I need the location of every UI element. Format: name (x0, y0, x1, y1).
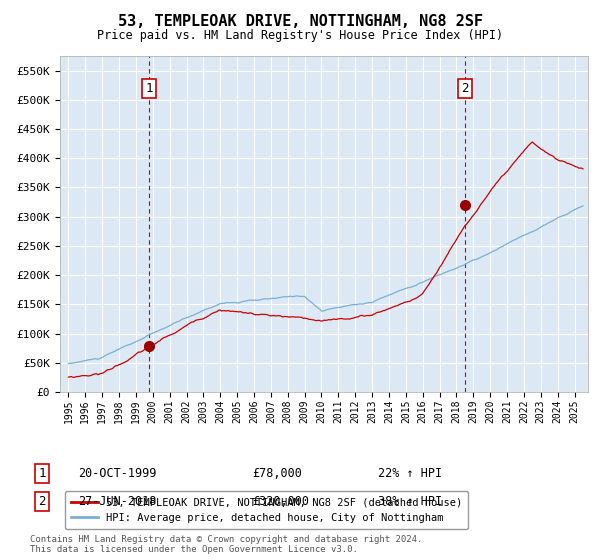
Text: 2: 2 (38, 494, 46, 508)
Text: Contains HM Land Registry data © Crown copyright and database right 2024.
This d: Contains HM Land Registry data © Crown c… (30, 535, 422, 554)
Text: Price paid vs. HM Land Registry's House Price Index (HPI): Price paid vs. HM Land Registry's House … (97, 29, 503, 42)
Text: £78,000: £78,000 (252, 466, 302, 480)
Text: 53, TEMPLEOAK DRIVE, NOTTINGHAM, NG8 2SF: 53, TEMPLEOAK DRIVE, NOTTINGHAM, NG8 2SF (118, 14, 482, 29)
Text: £320,000: £320,000 (252, 494, 309, 508)
Text: 1: 1 (38, 466, 46, 480)
Legend: 53, TEMPLEOAK DRIVE, NOTTINGHAM, NG8 2SF (detached house), HPI: Average price, d: 53, TEMPLEOAK DRIVE, NOTTINGHAM, NG8 2SF… (65, 491, 469, 529)
Text: 1: 1 (145, 82, 153, 95)
Text: 22% ↑ HPI: 22% ↑ HPI (378, 466, 442, 480)
Text: 20-OCT-1999: 20-OCT-1999 (78, 466, 157, 480)
Text: 38% ↑ HPI: 38% ↑ HPI (378, 494, 442, 508)
Text: 27-JUN-2018: 27-JUN-2018 (78, 494, 157, 508)
Text: 2: 2 (461, 82, 469, 95)
